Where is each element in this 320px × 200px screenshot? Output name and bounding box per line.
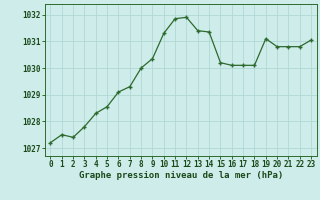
- X-axis label: Graphe pression niveau de la mer (hPa): Graphe pression niveau de la mer (hPa): [79, 171, 283, 180]
